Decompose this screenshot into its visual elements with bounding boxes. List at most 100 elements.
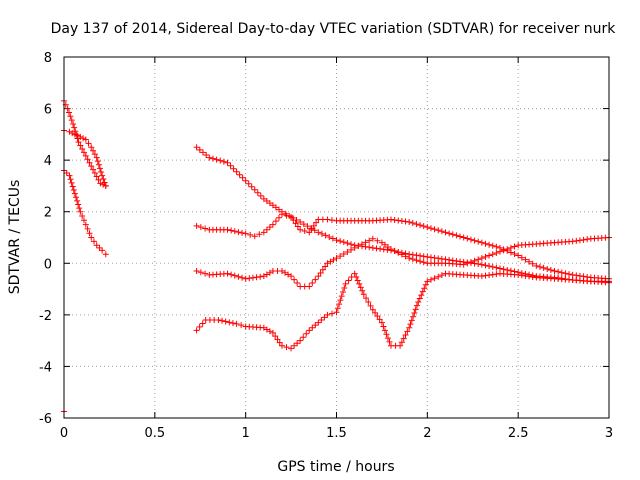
data-point <box>359 287 366 294</box>
data-point <box>80 217 87 224</box>
data-point <box>197 269 204 276</box>
data-point <box>242 230 249 237</box>
data-point <box>334 305 341 312</box>
data-point <box>478 273 485 280</box>
data-point <box>366 244 373 251</box>
data-point <box>269 202 276 209</box>
data-point <box>71 190 78 197</box>
data-point <box>395 249 402 256</box>
data-point <box>397 342 404 349</box>
data-point <box>266 269 273 276</box>
data-point <box>260 195 267 202</box>
data-point <box>226 319 233 326</box>
data-point <box>367 302 374 309</box>
data-point <box>88 234 95 241</box>
data-point <box>380 323 387 330</box>
data-point <box>486 272 493 279</box>
data-point <box>233 320 240 327</box>
data-point <box>467 236 474 243</box>
data-point <box>304 223 311 230</box>
data-point <box>536 263 543 270</box>
data-point <box>413 221 420 228</box>
y-tick-label: 6 <box>44 103 52 118</box>
data-point <box>449 231 456 238</box>
data-point <box>291 342 298 349</box>
y-tick-label: 0 <box>44 257 52 272</box>
data-point <box>263 197 270 204</box>
data-point <box>315 319 322 326</box>
data-point <box>551 268 558 275</box>
data-point <box>493 271 500 278</box>
data-point <box>71 131 78 138</box>
data-point <box>386 338 393 345</box>
data-point <box>573 237 580 244</box>
data-point <box>324 216 331 223</box>
data-point <box>500 247 507 254</box>
data-point <box>328 310 335 317</box>
data-point <box>309 324 316 331</box>
data-point <box>421 285 428 292</box>
data-point <box>67 176 74 183</box>
data-point <box>86 159 93 166</box>
data-point <box>427 254 434 261</box>
data-point <box>431 275 438 282</box>
data-point <box>77 142 84 149</box>
data-point <box>239 274 246 281</box>
data-point <box>91 151 98 158</box>
data-point <box>193 268 200 275</box>
x-tick-labels: 0 0.5 1 1.5 2 2.5 3 <box>60 426 613 441</box>
data-point <box>402 331 409 338</box>
y-axis-label: SDTVAR / TECUs <box>7 180 23 295</box>
data-point <box>288 345 295 352</box>
data-point <box>231 228 238 235</box>
data-point <box>317 269 324 276</box>
data-point <box>300 334 307 341</box>
data-point <box>529 260 536 267</box>
data-point <box>418 292 425 299</box>
data-point <box>388 216 394 223</box>
data-point <box>342 280 349 287</box>
data-point <box>294 280 301 287</box>
data-point <box>406 219 413 226</box>
data-point <box>288 213 295 220</box>
data-point <box>209 155 216 162</box>
data-point <box>235 273 242 280</box>
data-point <box>283 212 290 219</box>
data-point <box>562 270 569 277</box>
data-point <box>411 310 418 317</box>
data-point <box>248 183 255 190</box>
data-point <box>464 235 471 242</box>
data-point <box>93 173 100 180</box>
data-point <box>526 258 533 265</box>
data-point <box>354 277 361 284</box>
data-point <box>406 324 413 331</box>
data-point <box>199 320 206 327</box>
data-point <box>398 217 405 224</box>
data-point <box>99 247 106 254</box>
data-point <box>233 168 240 175</box>
data-point <box>489 242 496 249</box>
data-point <box>422 281 429 288</box>
data-point <box>69 130 76 137</box>
data-point <box>65 109 72 116</box>
data-point <box>249 274 256 281</box>
data-point <box>90 147 97 154</box>
data-point <box>424 224 431 231</box>
data-point <box>431 226 438 233</box>
data-point <box>85 140 92 147</box>
data-point <box>72 194 79 201</box>
data-point <box>391 247 398 254</box>
data-point <box>412 306 419 313</box>
data-point <box>247 231 254 238</box>
data-point <box>555 268 562 275</box>
data-point <box>345 277 352 284</box>
data-point <box>217 157 224 164</box>
data-point <box>224 159 231 166</box>
data-point <box>337 297 344 304</box>
data-point <box>100 176 107 183</box>
data-point <box>102 182 109 189</box>
data-point <box>102 251 109 258</box>
data-point <box>369 235 376 242</box>
data-point <box>336 301 343 308</box>
data-point <box>438 228 445 235</box>
